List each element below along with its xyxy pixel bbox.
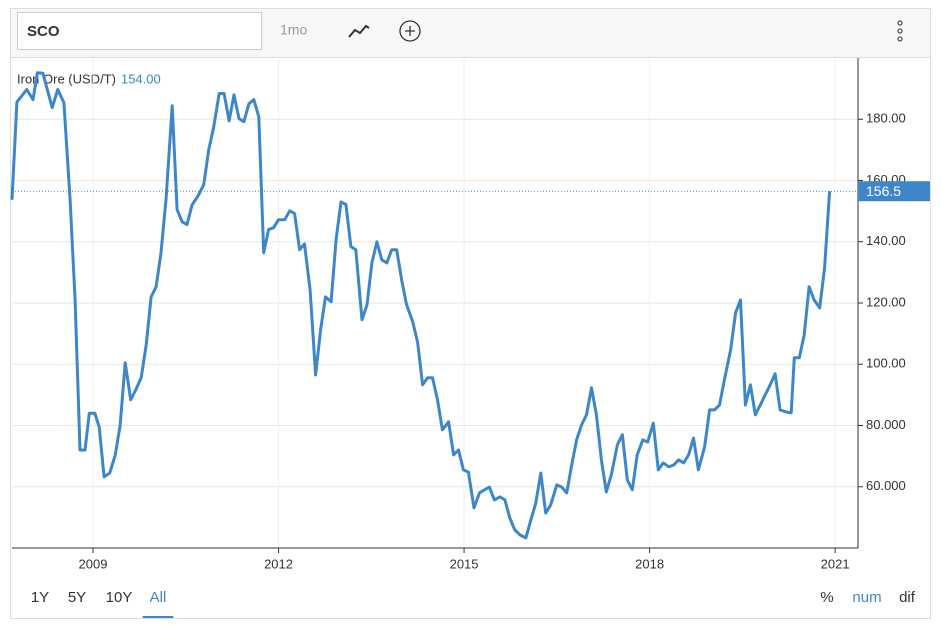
x-tick-label: 2009 <box>79 556 108 571</box>
x-tick-label: 2018 <box>635 556 664 571</box>
legend-value: 154.00 <box>121 71 161 86</box>
frame <box>10 8 931 619</box>
add-icon[interactable] <box>399 20 421 42</box>
y-tick-label: 60.000 <box>866 478 906 493</box>
range-button[interactable]: 1Y <box>31 589 49 606</box>
x-tick-label: 2015 <box>450 556 479 571</box>
add-icon-plus <box>405 26 415 36</box>
x-tick-label: 2021 <box>821 556 850 571</box>
symbol-input[interactable] <box>17 12 262 50</box>
y-tick-label: 80.000 <box>866 417 906 432</box>
current-value-label: 156.5 <box>866 183 901 199</box>
mode-button[interactable]: % <box>820 589 833 606</box>
range-button[interactable]: All <box>150 589 167 606</box>
mode-button[interactable]: num <box>852 589 881 606</box>
current-value-badge <box>858 181 930 202</box>
y-tick-label: 120.00 <box>866 294 906 309</box>
chart-type-icon[interactable] <box>348 24 370 38</box>
mode-button[interactable]: dif <box>899 589 916 606</box>
y-tick-label: 180.00 <box>866 111 906 126</box>
legend-name: Iron Ore (USD/T) <box>17 71 116 86</box>
interval[interactable]: 1mo <box>280 22 307 38</box>
range-button[interactable]: 10Y <box>106 589 133 606</box>
x-tick-label: 2012 <box>264 556 293 571</box>
range-button[interactable]: 5Y <box>68 589 86 606</box>
price-line <box>10 71 832 540</box>
menu-icon[interactable] <box>897 20 903 42</box>
y-tick-label: 100.00 <box>866 356 906 371</box>
symbol: SCO <box>27 23 60 40</box>
y-tick-label: 140.00 <box>866 233 906 248</box>
